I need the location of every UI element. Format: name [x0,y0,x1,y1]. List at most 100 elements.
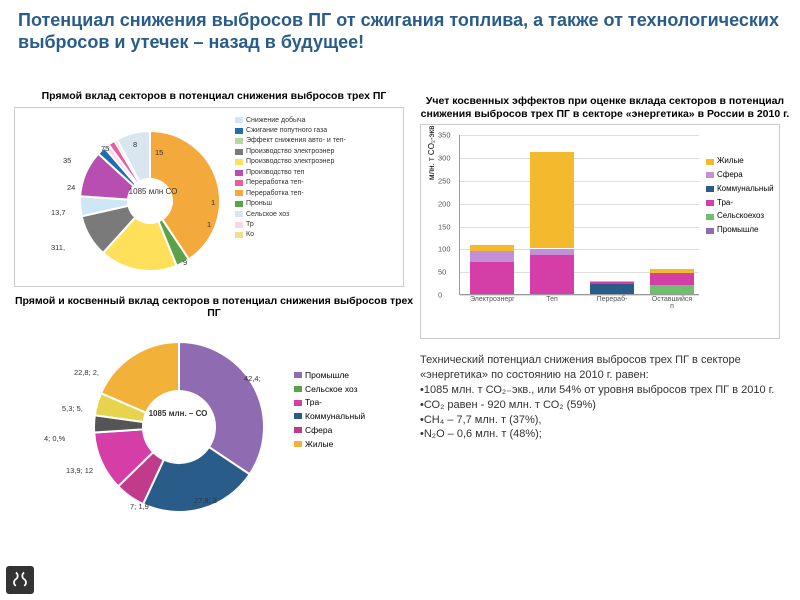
legend-label: Промышле [305,369,349,382]
bar-segment [470,262,514,294]
pie-slice-label: 7; 1,9 [130,502,149,511]
pie2-chart: ПромышлеСельское хозТра-КоммунальныйСфер… [14,324,404,514]
legend-item: Сельскоехоз [706,210,774,223]
page-title: Потенциал снижения выбросов ПГ от сжиган… [0,0,800,59]
pie1-center: 1085 млн СО [123,188,183,197]
legend-swatch [235,232,243,238]
legend-item: Сжигание попутного газа [235,126,346,135]
notes-intro: Технический потенциал снижения выбросов … [420,353,790,383]
legend-swatch [706,159,714,165]
notes-b1: •1085 млн. т СО₂₋экв., или 54% от уровня… [420,383,790,398]
gridline [460,181,699,182]
legend-label: Промышле [717,224,758,237]
legend-label: Сфера [305,424,332,437]
legend-swatch [706,228,714,234]
legend-swatch [235,138,243,144]
y-tick: 0 [438,291,442,300]
pie-slice-label: 22,8; 2, [74,368,99,377]
pie1-svg [65,116,235,286]
legend-swatch [235,190,243,196]
legend-item: Ко [235,230,346,239]
legend-label: Тра- [717,197,733,210]
x-tick: Оставшийся п [650,294,694,310]
legend-label: Сельскоехоз [717,210,764,223]
legend-label: Эффект снижения авто- и теп- [246,136,346,145]
y-tick: 150 [438,222,451,231]
legend-item: Проньш [235,199,346,208]
pie-slice-label: 13,9; 12 [66,466,93,475]
legend-item: Жилые [706,155,774,168]
notes-block: Технический потенциал снижения выбросов … [420,353,790,442]
legend-label: Тра- [305,396,322,409]
legend-label: Ко [246,230,254,239]
notes-b4: •N₂O – 0,6 млн. т (48%); [420,427,790,442]
legend-item: Жилые [294,438,365,451]
left-column: Прямой вклад секторов в потенциал снижен… [14,90,414,514]
logo-icon [6,566,34,594]
legend-label: Сжигание попутного газа [246,126,327,135]
y-tick: 250 [438,176,451,185]
pie-slice-label: 1 [211,198,215,207]
pie-slice-label: 15 [155,148,163,157]
legend-label: Переработка теп- [246,178,304,187]
legend-item: Коммунальный [294,410,365,423]
bar-heading: Учет косвенных эффектов при оценке вклад… [420,95,790,120]
notes-b2: •СО₂ равен - 920 млн. т СО₂ (59%) [420,398,790,413]
legend-label: Жилые [305,438,333,451]
bar-plot: 050100150200250300350ЭлектроэнергТепПере… [459,135,699,295]
legend-label: Проньш [246,199,272,208]
legend-label: Производство электроэнер [246,147,334,156]
pie-slice-label: 1 [207,220,211,229]
legend-swatch [235,149,243,155]
pie-slice-label: 35 [63,156,71,165]
pie-slice-label: 5,3; 5, [62,404,83,413]
bar-segment [470,251,514,262]
bar-segment [650,285,694,294]
bar-segment [470,245,514,250]
legend-swatch [294,413,302,419]
legend-label: Тр [246,220,254,229]
legend-item: Переработка теп- [235,178,346,187]
pie-slice-label: 13,7 [51,208,66,217]
pie1-chart: Снижение добычаСжигание попутного газаЭф… [14,107,404,287]
pie-slice-label: 8 [133,140,137,149]
x-tick: Перераб- [590,294,634,303]
gridline [460,204,699,205]
legend-item: Производство электроэнер [235,147,346,156]
legend-swatch [294,441,302,447]
gridline [460,227,699,228]
y-tick: 50 [438,268,446,277]
legend-swatch [294,372,302,378]
pie-slice-label: 27,8; 2 [194,496,217,505]
legend-swatch [706,186,714,192]
right-column: Учет косвенных эффектов при оценке вклад… [420,95,790,442]
legend-item: Сфера [294,424,365,437]
legend-item: Промышле [294,369,365,382]
legend-label: Производство электроэнер [246,157,334,166]
y-tick: 100 [438,245,451,254]
legend-item: Сельское хоз [294,383,365,396]
legend-swatch [706,200,714,206]
bar-legend: ЖилыеСфераКоммунальныйТра-СельскоехозПро… [706,155,774,238]
legend-item: Производство теп [235,168,346,177]
legend-swatch [235,211,243,217]
legend-item: Производство электроэнер [235,157,346,166]
x-tick: Электроэнерг [470,294,514,303]
y-tick: 200 [438,199,451,208]
bar-ylabel: млн. т CO₂-экв [427,126,436,181]
pie1-heading: Прямой вклад секторов в потенциал снижен… [14,90,414,103]
legend-item: Сфера [706,169,774,182]
legend-swatch [294,386,302,392]
legend-swatch [235,201,243,207]
legend-swatch [235,180,243,186]
pie1-legend: Снижение добычаСжигание попутного газаЭф… [235,116,346,241]
pie2-heading: Прямой и косвенный вклад секторов в поте… [14,295,414,320]
y-tick: 300 [438,154,451,163]
legend-label: Сфера [717,169,743,182]
bar-segment [530,152,574,248]
pie-slice-label: 9 [183,258,187,267]
legend-label: Снижение добыча [246,116,306,125]
gridline [460,158,699,159]
legend-label: Производство теп [246,168,304,177]
pie2-legend: ПромышлеСельское хозТра-КоммунальныйСфер… [294,369,365,452]
